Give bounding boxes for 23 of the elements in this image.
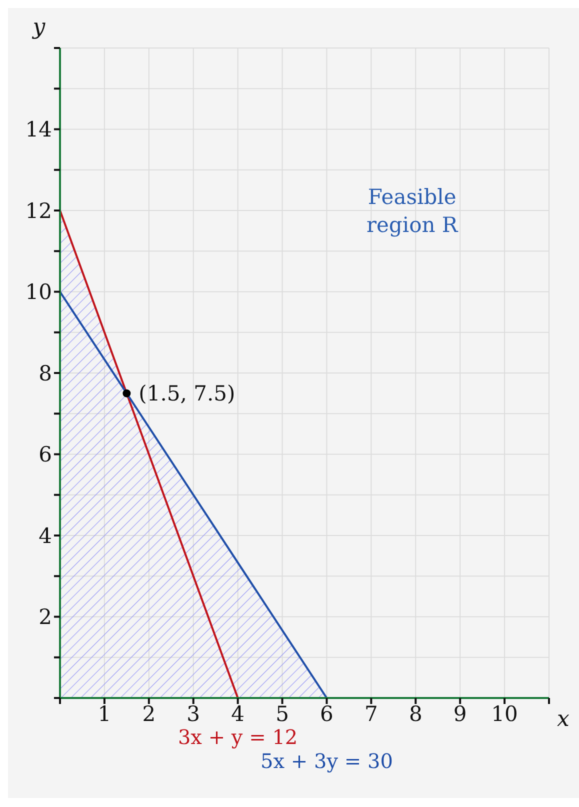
y-tick-label: 8 [38,361,52,386]
x-tick-label: 1 [98,702,112,726]
x-tick-label: 5 [276,702,289,726]
text: 5x + 3y = 30 [260,749,393,773]
y-tick-label: 10 [25,280,52,304]
x-tick-label: 9 [453,702,467,726]
x-tick-label: 6 [320,702,334,726]
x-tick-label: 8 [408,702,422,726]
y-tick-label: 2 [38,605,52,630]
y-tick-label: 12 [25,198,52,223]
y-tick-label: 6 [38,442,52,467]
series-label: 3x + y = 12 [178,725,298,749]
y-tick-label: 14 [25,118,52,142]
x-tick-label: 3 [186,702,200,726]
x-axis-title: x [557,706,570,732]
x-tick-label: 7 [364,702,378,726]
y-axis-title: y [32,15,46,40]
x-tick-label: 10 [491,702,518,726]
annotation: Feasible region R [366,185,459,237]
x-tick-label: 4 [231,702,245,726]
y-tick-label: 4 [38,524,52,548]
x-tick-label: 2 [142,702,156,726]
annotation: (1.5, 7.5) [138,381,236,406]
